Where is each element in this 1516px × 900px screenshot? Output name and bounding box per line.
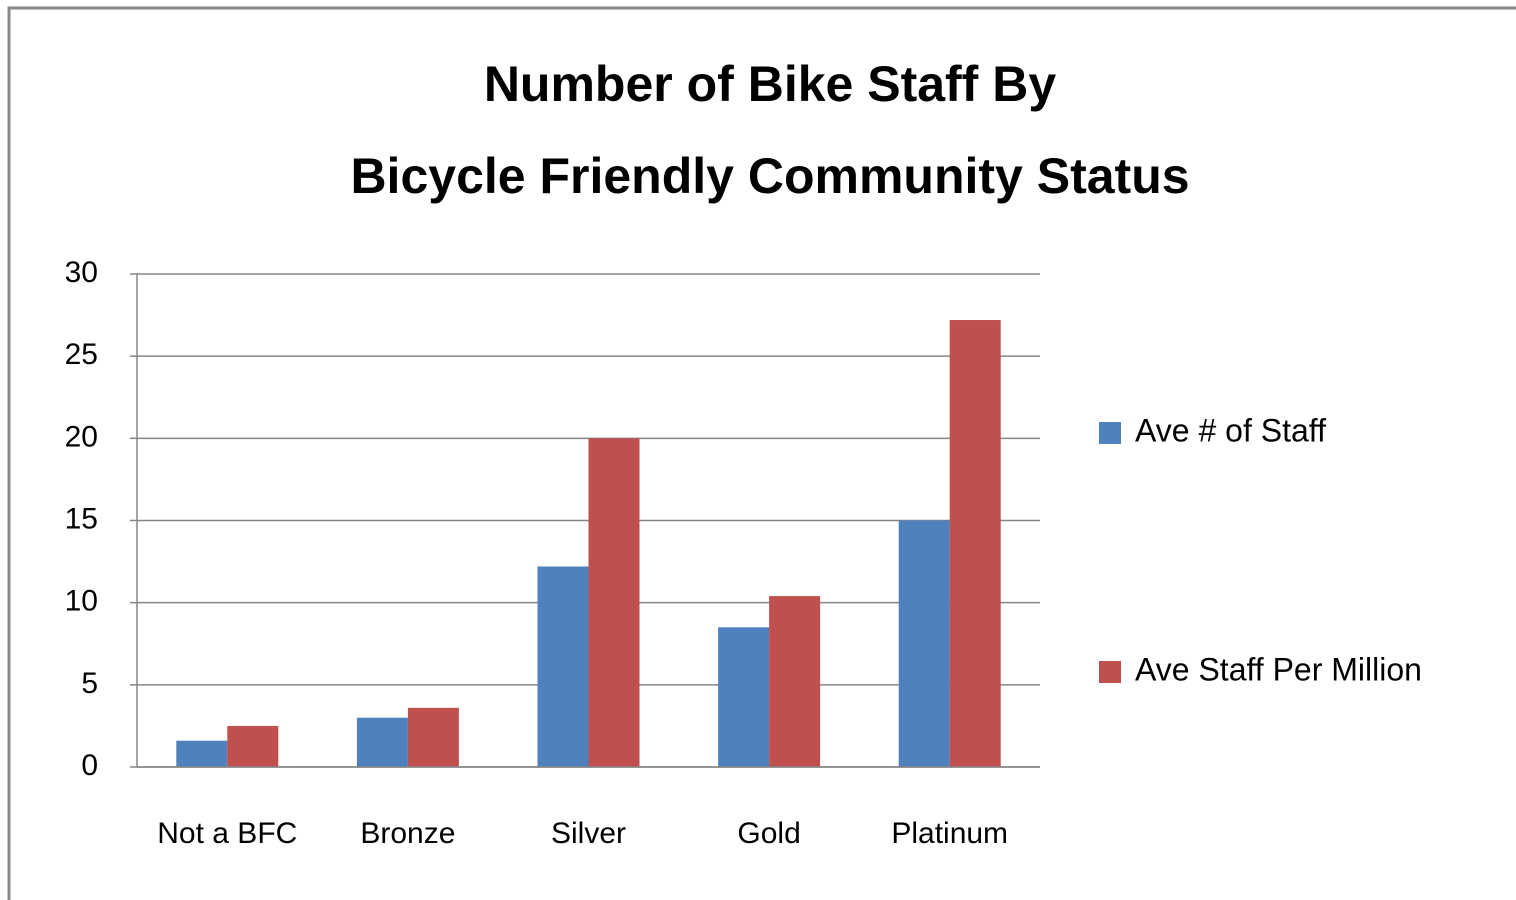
bar — [356, 717, 408, 767]
y-tick-label: 20 — [65, 420, 98, 453]
bar — [537, 566, 589, 767]
bar — [227, 725, 279, 767]
x-tick-label: Silver — [551, 817, 626, 850]
chart-title: Bicycle Friendly Community Status — [350, 148, 1189, 204]
y-tick-label: 15 — [65, 502, 98, 535]
y-tick-label: 0 — [81, 749, 98, 782]
chart-title: Number of Bike Staff By — [484, 56, 1057, 112]
x-tick-label: Gold — [737, 817, 800, 850]
bar — [588, 438, 640, 767]
legend-swatch — [1099, 422, 1121, 444]
bar — [769, 596, 821, 767]
bar — [407, 707, 459, 767]
x-tick-label: Bronze — [360, 817, 455, 850]
y-tick-label: 10 — [65, 585, 98, 618]
bar — [898, 520, 950, 767]
frame — [7, 6, 1516, 900]
y-tick-label: 30 — [65, 256, 98, 289]
legend-label: Ave # of Staff — [1135, 412, 1326, 448]
y-tick-label: 25 — [65, 338, 98, 371]
bar — [718, 627, 770, 767]
legend-label: Ave Staff Per Million — [1135, 651, 1422, 687]
x-tick-label: Not a BFC — [157, 817, 297, 850]
x-tick-label: Platinum — [891, 817, 1008, 850]
y-tick-label: 5 — [81, 667, 98, 700]
legend-swatch — [1099, 661, 1121, 683]
bar — [949, 320, 1001, 767]
bar — [176, 740, 228, 767]
